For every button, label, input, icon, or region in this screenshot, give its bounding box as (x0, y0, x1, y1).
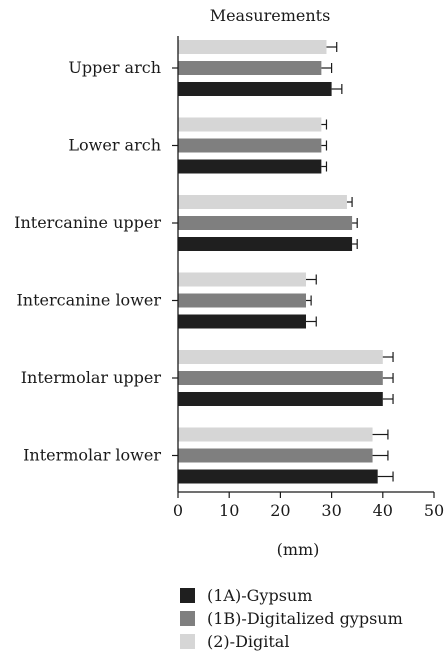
bar-intercanine-upper-series-2 (178, 195, 347, 209)
category-label: Intermolar lower (23, 446, 161, 465)
bar-intermolar-upper-series-0 (178, 392, 383, 406)
legend-label-digital: (2)-Digital (207, 632, 290, 651)
bar-upper-arch-series-0 (178, 82, 332, 96)
bar-intercanine-lower-series-2 (178, 272, 306, 287)
x-tick-label: 30 (321, 501, 341, 520)
bar-intermolar-lower-series-2 (178, 427, 373, 442)
bar-upper-arch-series-1 (178, 61, 322, 75)
category-label: Intercanine upper (14, 213, 161, 232)
x-tick-label: 0 (173, 501, 183, 520)
bar-intermolar-upper-series-2 (178, 350, 383, 364)
bar-intercanine-upper-series-1 (178, 216, 353, 230)
bar-intermolar-lower-series-1 (178, 448, 373, 463)
legend-swatch-gypsum (180, 588, 195, 603)
bar-intermolar-lower-series-0 (178, 469, 378, 484)
category-label: Lower arch (68, 136, 161, 155)
x-tick-label: 50 (424, 501, 444, 520)
bar-upper-arch-series-2 (178, 40, 327, 54)
chart-title: Measurements (209, 6, 331, 25)
bar-lower-arch-series-1 (178, 138, 322, 153)
bar-intercanine-upper-series-0 (178, 237, 353, 251)
legend-item-digital: (2)-Digital (180, 630, 403, 653)
legend-label-gypsum: (1A)-Gypsum (207, 586, 313, 605)
x-tick-label: 10 (219, 501, 239, 520)
legend-item-gypsum: (1A)-Gypsum (180, 584, 403, 607)
x-tick-label: 20 (270, 501, 290, 520)
category-label: Upper arch (68, 58, 161, 77)
bar-intermolar-upper-series-1 (178, 371, 383, 385)
legend-label-digitalized-gypsum: (1B)-Digitalized gypsum (207, 609, 403, 628)
legend-swatch-digitalized-gypsum (180, 611, 195, 626)
category-label: Intercanine lower (16, 291, 161, 310)
bar-intercanine-lower-series-1 (178, 293, 306, 308)
x-tick-label: 40 (373, 501, 393, 520)
legend-swatch-digital (180, 634, 195, 649)
x-axis-label: (mm) (277, 540, 320, 559)
bar-intercanine-lower-series-0 (178, 314, 306, 329)
legend-item-digitalized-gypsum: (1B)-Digitalized gypsum (180, 607, 403, 630)
legend: (1A)-Gypsum (1B)-Digitalized gypsum (2)-… (180, 584, 403, 653)
bar-lower-arch-series-2 (178, 117, 322, 132)
category-label: Intermolar upper (21, 368, 162, 387)
bar-lower-arch-series-0 (178, 159, 322, 174)
